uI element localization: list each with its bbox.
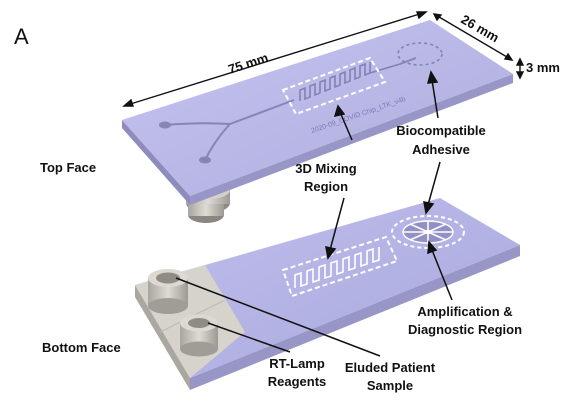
bottom-chip [135,198,520,390]
bottom-mixing-serpentine [294,247,380,288]
label-3d-mixing-line2: Region [304,179,348,194]
dimension-annotations [122,11,525,107]
top-channel-to-amplification [399,57,417,65]
bottom-chip-long-side [190,245,520,390]
top-mixing-region-outline [281,56,387,116]
label-eluded-sample-line2: Sample [367,378,413,393]
label-amplification-line2: Diagnostic Region [408,322,522,337]
panel-label: A [14,24,29,49]
dimension-width: 26 mm [459,12,502,46]
bottom-chip-front-side [135,285,190,390]
label-adhesive-line1: Biocompatible [396,123,486,138]
top-mixing-serpentine [299,62,401,101]
label-amplification-line1: Amplification & [417,304,512,319]
annotation-arrows [175,70,453,357]
sample-port [148,269,188,314]
label-eluded-sample-line1: Eluded Patient [345,360,436,375]
top-amplification-region-outline [397,42,443,66]
label-rt-lamp-line2: Reagents [268,374,327,389]
top-chip-front-side [122,120,190,205]
dimension-thickness: 3 mm [526,60,560,75]
bottom-mixing-region-outline [281,235,399,298]
label-adhesive-line2: Adhesive [412,142,470,157]
dimension-length: 75 mm [226,50,270,77]
label-rt-lamp-line1: RT-Lamp [269,356,325,371]
label-3d-mixing-line1: 3D Mixing [295,161,356,176]
label-top-face: Top Face [40,160,96,175]
reagent-port [180,314,218,357]
y-junction-channel [164,99,295,161]
label-bottom-face: Bottom Face [42,340,121,355]
